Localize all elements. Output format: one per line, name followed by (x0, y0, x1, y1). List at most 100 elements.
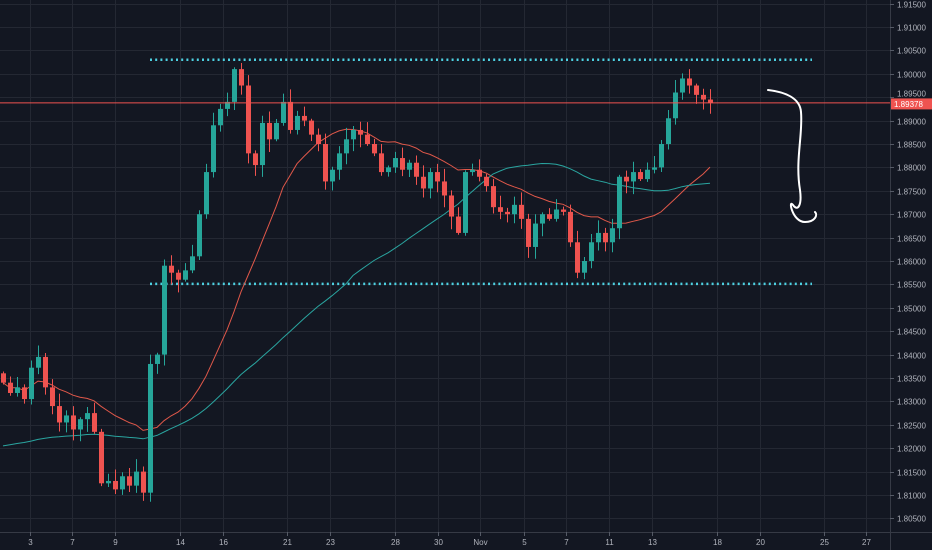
candle (183, 263, 188, 282)
candle (505, 207, 510, 223)
candle (176, 269, 181, 293)
candle (197, 210, 202, 260)
price-tick-label: 1.85000 (897, 305, 926, 314)
price-tick-label: 1.80500 (897, 515, 926, 524)
time-axis[interactable]: 3 7 9 14 16 21 23 28 30 Nov 5 7 11 13 18 20 25 27 (0, 532, 932, 547)
candle (456, 207, 461, 235)
horizontal-levels[interactable] (150, 58, 812, 286)
candle (659, 140, 664, 172)
candle (533, 214, 538, 259)
candle-body (29, 367, 34, 400)
candle (365, 122, 370, 146)
candle (309, 118, 314, 142)
candle-body (582, 261, 587, 273)
candle (267, 111, 272, 152)
time-tick-label: 11 (605, 538, 614, 547)
candle-body (491, 186, 496, 208)
candle (323, 133, 328, 190)
candle-body (8, 382, 13, 393)
candle-body (540, 214, 545, 224)
candle (421, 165, 426, 198)
price-tick-label: 1.87000 (897, 211, 926, 220)
candle (281, 93, 286, 126)
candle-body (36, 356, 41, 368)
time-tick-label: 30 (434, 538, 443, 547)
candle (526, 213, 531, 258)
candle-body (526, 218, 531, 247)
candle (498, 195, 503, 220)
candle-body (120, 476, 125, 490)
time-tick-label: 18 (713, 538, 722, 547)
candle-body (561, 209, 566, 212)
candle (372, 138, 377, 157)
candle-body (435, 172, 440, 182)
hand-drawn-arrow-drawing[interactable] (767, 89, 818, 224)
candle (673, 80, 678, 125)
candle-body (666, 118, 671, 144)
candle (225, 92, 230, 117)
last-price-label: 1.89378 (891, 98, 932, 110)
candle-body (358, 129, 363, 135)
candle-body (519, 204, 524, 219)
candle (148, 354, 153, 502)
candle (57, 393, 62, 432)
candle (99, 428, 104, 487)
time-tick-label: 7 (564, 538, 569, 547)
candle-body (225, 101, 230, 109)
candle-body (365, 134, 370, 144)
candle-body (78, 419, 83, 430)
candle-body (596, 232, 601, 243)
candle-body (162, 265, 167, 355)
candle-body (197, 214, 202, 257)
candle-body (575, 242, 580, 273)
candle (680, 73, 685, 100)
candle-body (414, 162, 419, 177)
price-tick-label: 1.87500 (897, 188, 926, 197)
price-tick-label: 1.81500 (897, 469, 926, 478)
candle (190, 244, 195, 274)
candle (414, 155, 419, 185)
candle (127, 468, 132, 493)
candle (603, 227, 608, 252)
candles (1, 62, 713, 502)
time-tick-label: 21 (283, 538, 292, 547)
price-tick-label: 1.83500 (897, 375, 926, 384)
candle (540, 212, 545, 237)
candle (78, 417, 83, 442)
candle-body (246, 85, 251, 154)
candle (708, 89, 713, 114)
candle (435, 163, 440, 193)
candle (85, 406, 90, 432)
candle-body (505, 211, 510, 215)
candle-body (274, 122, 279, 140)
price-tick-label: 1.82000 (897, 445, 926, 454)
candle (449, 190, 454, 230)
candle (554, 199, 559, 222)
candle (92, 402, 97, 434)
ma-slow-line (2, 162, 711, 447)
price-axis[interactable]: 1.91500 1.91000 1.90500 1.90000 1.89500 1.890… (890, 0, 932, 550)
candle-body (106, 480, 111, 484)
grid (0, 0, 890, 532)
candle-body (295, 115, 300, 130)
time-tick-label: 5 (522, 538, 527, 547)
candle (50, 379, 55, 415)
candle (393, 151, 398, 173)
candle (547, 208, 552, 221)
candle-body (232, 69, 237, 102)
candle (701, 88, 706, 110)
candle-body (386, 167, 391, 173)
candle-body (421, 176, 426, 189)
time-tick-label: 25 (820, 538, 829, 547)
candle (1, 371, 6, 385)
candle-body (631, 172, 636, 182)
candle (337, 146, 342, 180)
candle-body (456, 216, 461, 233)
candle-body (155, 354, 160, 364)
candle-body (428, 172, 433, 189)
candle (582, 257, 587, 280)
candle-body (15, 387, 20, 393)
candle (8, 376, 13, 396)
candle-body (239, 69, 244, 86)
